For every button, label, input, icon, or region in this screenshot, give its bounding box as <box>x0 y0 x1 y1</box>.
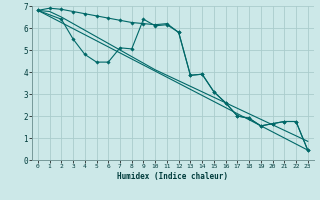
X-axis label: Humidex (Indice chaleur): Humidex (Indice chaleur) <box>117 172 228 181</box>
